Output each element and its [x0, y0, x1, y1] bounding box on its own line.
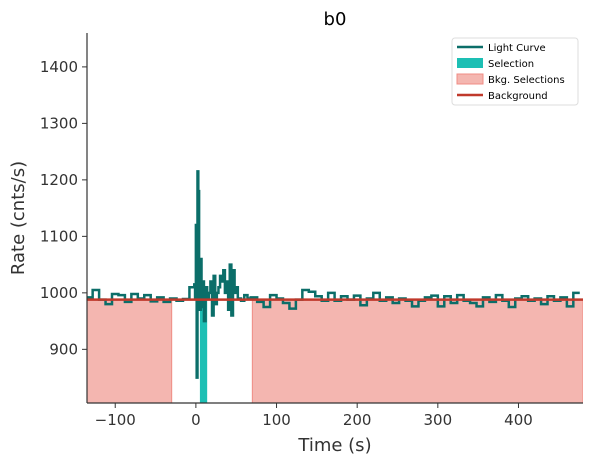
x-tick-label: 0: [191, 411, 201, 429]
x-tick-label: 300: [424, 411, 453, 429]
legend: Light Curve Selection Bkg. Selections Backg…: [451, 37, 579, 106]
x-tick-label: 400: [504, 411, 533, 429]
legend-label: Background: [488, 91, 548, 102]
legend-box: [451, 37, 579, 106]
bkg-selection-0: [87, 299, 173, 403]
axes: [86, 33, 583, 404]
plot-content: [87, 170, 583, 403]
legend-label: Selection: [488, 59, 534, 70]
x-tick-label: −100: [95, 411, 136, 429]
bkg-selection-1: [251, 299, 583, 403]
y-tick-label: 1300: [40, 114, 78, 132]
y-tick-label: 1100: [40, 227, 78, 245]
x-tick-label: 100: [262, 411, 291, 429]
source-selection: [199, 299, 208, 403]
y-tick-label: 900: [49, 340, 78, 358]
legend-swatch-patch: [456, 73, 484, 85]
y-tick-label: 1400: [40, 58, 78, 76]
legend-swatch-patch: [457, 58, 483, 68]
y-tick-label: 1000: [40, 284, 78, 302]
x-tick-label: 200: [343, 411, 372, 429]
legend-label: Bkg. Selections: [488, 75, 565, 86]
y-tick-label: 1200: [40, 171, 78, 189]
chart-title: b0: [324, 9, 347, 30]
legend-label: Light Curve: [488, 43, 546, 54]
y-axis-label: Rate (cnts/s): [8, 161, 29, 275]
ticks: −100 0 100 200 300 400 900 1000 1100 1200 1300 1400: [40, 58, 533, 429]
plot-area: [87, 170, 583, 403]
x-axis-label: Time (s): [297, 435, 371, 456]
